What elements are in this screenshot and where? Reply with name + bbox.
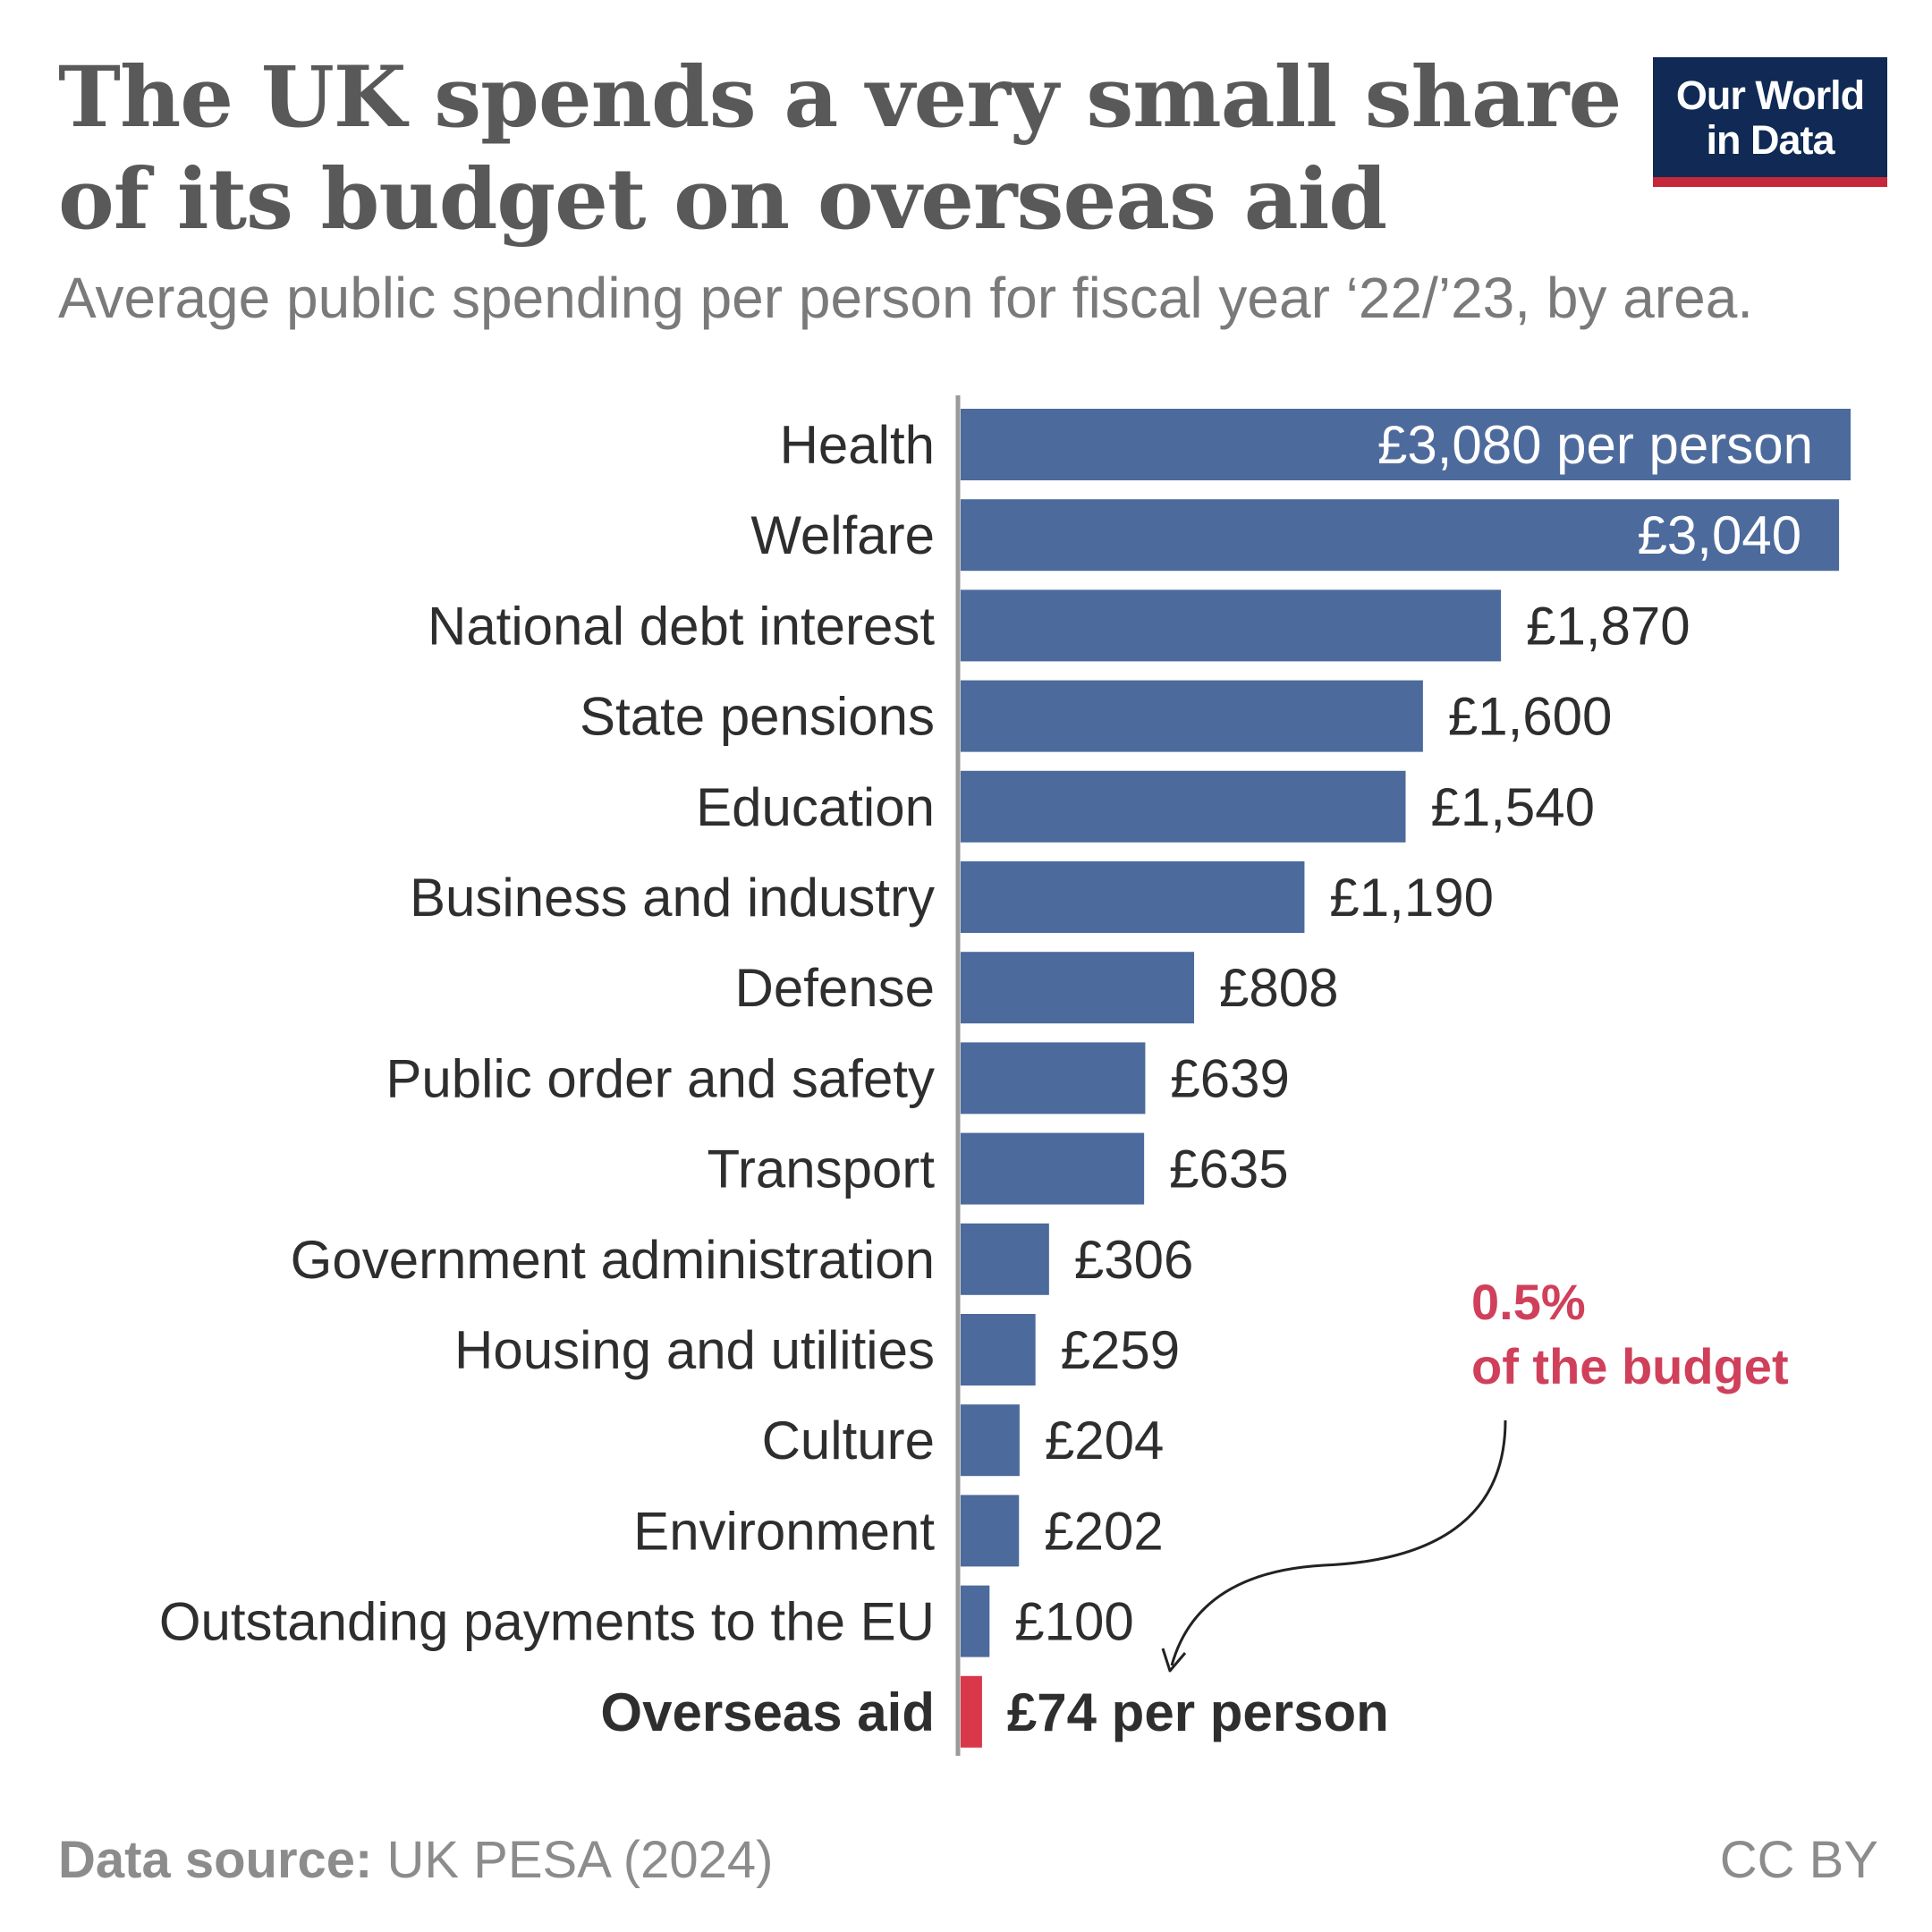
annotation-arrowhead-icon <box>1161 1648 1187 1673</box>
chart-title: The UK spends a very small share of its … <box>58 47 1622 250</box>
value-label-culture: £204 <box>1045 1411 1164 1470</box>
bar-culture[interactable] <box>961 1404 1020 1477</box>
bars-layer: Health £3,080 per person Welfare £3,040 Nati… <box>159 409 1851 1748</box>
value-label-health: £3,080 per person <box>1377 415 1813 475</box>
category-label-environment: Environment <box>633 1501 935 1561</box>
value-label-government-administration: £306 <box>1074 1230 1193 1290</box>
logo-line-2: in Data <box>1706 117 1835 163</box>
value-label-housing-and-utilities: £259 <box>1061 1320 1180 1380</box>
data-source-value: UK PESA (2024) <box>386 1831 774 1889</box>
value-label-business-and-industry: £1,190 <box>1329 868 1494 928</box>
chart-title-line-1: The UK spends a very small share <box>58 48 1622 147</box>
category-label-overseas-aid: Overseas aid <box>600 1682 935 1742</box>
category-label-welfare: Welfare <box>750 505 935 565</box>
bar-outstanding-payments-to-the-eu[interactable] <box>961 1585 990 1657</box>
annotation-line-2: of the budget <box>1471 1338 1789 1394</box>
bar-housing-and-utilities[interactable] <box>961 1314 1036 1385</box>
value-label-defense: £808 <box>1219 958 1338 1018</box>
value-label-welfare: £3,040 <box>1638 505 1802 565</box>
bar-government-administration[interactable] <box>961 1223 1049 1295</box>
data-source-label: Data source: <box>58 1831 373 1889</box>
category-label-culture: Culture <box>762 1411 935 1470</box>
category-label-outstanding-payments-to-the-eu: Outstanding payments to the EU <box>159 1592 935 1652</box>
logo-line-1: Our World <box>1675 72 1865 118</box>
bar-transport[interactable] <box>961 1132 1145 1205</box>
value-label-education: £1,540 <box>1431 777 1596 837</box>
category-label-defense: Defense <box>735 958 935 1018</box>
value-label-national-debt-interest: £1,870 <box>1526 596 1690 656</box>
owid-logo[interactable]: Our World in Data <box>1653 57 1887 187</box>
value-label-transport: £635 <box>1169 1140 1288 1199</box>
bar-health[interactable] <box>961 409 1851 480</box>
category-label-national-debt-interest: National debt interest <box>428 596 935 656</box>
bar-business-and-industry[interactable] <box>961 861 1305 933</box>
data-source: Data source: UK PESA (2024) <box>58 1829 773 1892</box>
bar-national-debt-interest[interactable] <box>961 589 1502 662</box>
category-label-education: Education <box>696 777 935 837</box>
category-label-business-and-industry: Business and industry <box>410 868 935 928</box>
license-link[interactable]: CC BY <box>1719 1831 1878 1889</box>
annotation-arrow <box>1170 1419 1507 1666</box>
category-label-health: Health <box>780 415 935 475</box>
category-label-state-pensions: State pensions <box>580 687 935 747</box>
value-label-public-order-and-safety: £639 <box>1170 1048 1289 1108</box>
bar-environment[interactable] <box>961 1495 1020 1567</box>
bar-education[interactable] <box>961 770 1406 843</box>
value-label-outstanding-payments-to-the-eu: £100 <box>1014 1592 1133 1652</box>
bar-welfare[interactable] <box>961 499 1840 572</box>
value-label-overseas-aid: £74 per person <box>1007 1682 1389 1742</box>
bar-overseas-aid[interactable] <box>961 1675 982 1748</box>
category-label-transport: Transport <box>707 1140 935 1199</box>
annotation-line-1: 0.5% <box>1471 1274 1586 1330</box>
category-label-government-administration: Government administration <box>291 1230 935 1290</box>
chart-title-line-2: of its budget on overseas aid <box>58 150 1387 249</box>
category-label-housing-and-utilities: Housing and utilities <box>454 1320 935 1380</box>
chart-subtitle: Average public spending per person for f… <box>58 266 1754 330</box>
value-label-environment: £202 <box>1044 1501 1163 1561</box>
bar-state-pensions[interactable] <box>961 680 1423 752</box>
category-label-public-order-and-safety: Public order and safety <box>386 1048 935 1108</box>
bar-public-order-and-safety[interactable] <box>961 1042 1146 1114</box>
bar-defense[interactable] <box>961 952 1195 1024</box>
value-label-state-pensions: £1,600 <box>1448 687 1613 747</box>
budget-share-annotation: 0.5% of the budget <box>1471 1270 1789 1399</box>
